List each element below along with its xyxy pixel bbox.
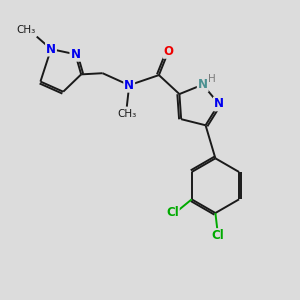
- Text: Cl: Cl: [166, 206, 179, 219]
- Text: N: N: [124, 79, 134, 92]
- Text: H: H: [208, 74, 216, 84]
- Text: CH₃: CH₃: [117, 109, 136, 119]
- Text: O: O: [164, 45, 173, 58]
- Text: N: N: [70, 48, 80, 61]
- Text: Cl: Cl: [212, 229, 224, 242]
- Text: N: N: [46, 43, 56, 56]
- Text: N: N: [198, 78, 208, 91]
- Text: N: N: [214, 98, 224, 110]
- Text: CH₃: CH₃: [16, 25, 35, 35]
